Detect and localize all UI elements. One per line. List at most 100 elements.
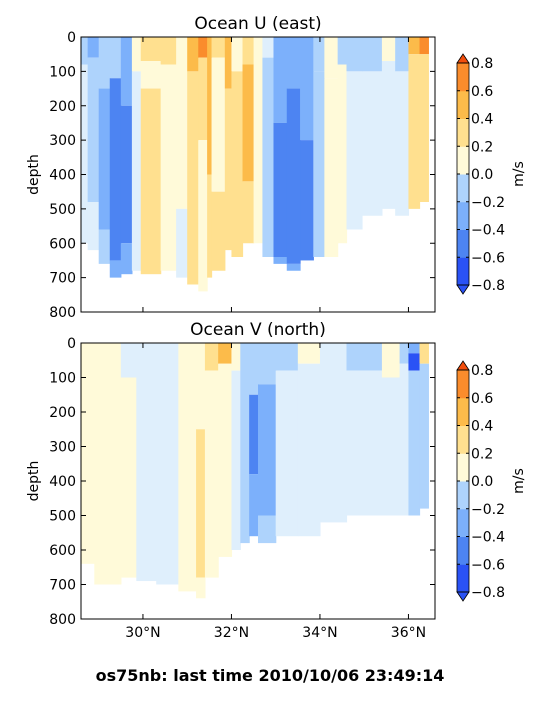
- data-cell: [300, 37, 314, 141]
- y-tick-label: 700: [49, 578, 76, 594]
- data-cell: [408, 54, 421, 209]
- data-cell: [211, 57, 226, 192]
- data-cell: [211, 37, 226, 58]
- colorbar-band: [457, 146, 469, 175]
- data-cell: [273, 257, 288, 264]
- chart-title: Ocean U (east): [194, 14, 321, 34]
- data-cell: [253, 37, 264, 244]
- data-cell: [381, 37, 396, 62]
- data-cell: [120, 343, 137, 378]
- data-cell: [224, 88, 233, 251]
- colorbar-extend-min: [456, 284, 470, 295]
- data-cell: [273, 122, 288, 257]
- data-cell: [408, 343, 421, 354]
- colorbar-tick-label: 0.8: [471, 363, 493, 379]
- colorbar-label: m/s: [511, 468, 527, 494]
- data-cell: [258, 384, 277, 516]
- colorbar: 0.8 0.6 0.4 0.2 0.0 −0.2 −0.4 −0.6 −0.8 m/s: [456, 53, 527, 295]
- y-tick-label: 800: [49, 305, 76, 321]
- data-cell: [160, 37, 177, 65]
- data-cell: [156, 377, 179, 585]
- colorbar-tick-label: 0.2: [471, 139, 493, 155]
- colorbar-tick-label: −0.4: [471, 530, 505, 546]
- data-cell: [262, 57, 275, 257]
- data-cell: [87, 57, 100, 202]
- y-axis-label: depth: [26, 154, 42, 195]
- data-cell: [408, 370, 421, 516]
- data-cell: [286, 88, 301, 264]
- data-cell: [207, 174, 213, 278]
- colorbar-tick-label: −0.4: [471, 223, 505, 239]
- colorbar-label: m/s: [511, 161, 527, 187]
- x-tick-label: 36°N: [391, 625, 426, 641]
- data-cell: [249, 394, 259, 475]
- colorbar-tick-label: 0.8: [471, 56, 493, 72]
- data-cell: [224, 37, 233, 89]
- colorbar-tick-label: 0.2: [471, 446, 493, 462]
- y-tick-label: 400: [49, 474, 76, 490]
- data-cell: [346, 343, 383, 371]
- y-tick-label: 200: [49, 99, 76, 115]
- colorbar-tick-label: 0.6: [471, 84, 493, 100]
- data-cell: [81, 343, 95, 564]
- data-cell: [419, 37, 429, 55]
- y-tick-label: 800: [49, 612, 76, 628]
- colorbar-band: [457, 370, 469, 399]
- data-cell: [242, 181, 255, 244]
- colorbar-band: [457, 229, 469, 258]
- colorbar-band: [457, 118, 469, 147]
- data-cell: [140, 61, 162, 89]
- data-cell: [98, 88, 111, 230]
- data-cell: [120, 243, 133, 275]
- data-cell: [140, 37, 162, 62]
- colorbar-band: [457, 90, 469, 119]
- footer-caption: os75nb: last time 2010/10/06 23:49:14: [95, 666, 445, 685]
- plot-area: [81, 343, 435, 619]
- colorbar-band: [457, 425, 469, 454]
- data-cell: [120, 377, 137, 578]
- data-cell: [207, 64, 213, 175]
- colorbar-band: [457, 201, 469, 230]
- data-cell: [198, 140, 208, 292]
- data-cell: [218, 363, 233, 557]
- colorbar-extend-max: [456, 53, 470, 64]
- data-cell: [275, 343, 299, 371]
- data-cell: [198, 57, 208, 141]
- data-cell: [204, 343, 219, 371]
- data-cell: [361, 71, 383, 216]
- data-cell: [395, 71, 410, 216]
- data-cell: [204, 370, 219, 578]
- y-tick-label: 100: [49, 64, 76, 80]
- colorbar-band: [457, 453, 469, 482]
- data-cell: [211, 191, 226, 271]
- y-tick-label: 300: [49, 440, 76, 456]
- data-cell: [297, 343, 321, 364]
- data-cell: [120, 105, 133, 244]
- colorbar-tick-label: −0.8: [471, 585, 505, 601]
- data-cell: [140, 88, 162, 275]
- data-cell: [381, 377, 401, 516]
- data-cell: [258, 515, 277, 544]
- data-cell: [196, 429, 206, 578]
- x-tick-label: 32°N: [214, 625, 249, 641]
- data-cell: [346, 37, 363, 72]
- data-cell: [109, 78, 122, 261]
- data-cell: [196, 577, 206, 599]
- data-cell: [240, 343, 250, 544]
- data-cell: [81, 37, 89, 65]
- data-cell: [242, 64, 255, 182]
- data-cell: [131, 71, 142, 271]
- data-cell: [156, 343, 179, 378]
- colorbar-band: [457, 397, 469, 426]
- data-cell: [249, 343, 259, 395]
- colorbar-tick-label: 0.0: [471, 167, 493, 183]
- data-cell: [381, 343, 401, 378]
- y-tick-label: 600: [49, 543, 76, 559]
- y-tick-label: 300: [49, 133, 76, 149]
- y-tick-label: 200: [49, 405, 76, 421]
- data-cell: [187, 37, 199, 72]
- data-cell: [231, 71, 244, 257]
- data-cell: [231, 370, 241, 550]
- data-cell: [218, 343, 233, 364]
- data-cell: [346, 370, 383, 516]
